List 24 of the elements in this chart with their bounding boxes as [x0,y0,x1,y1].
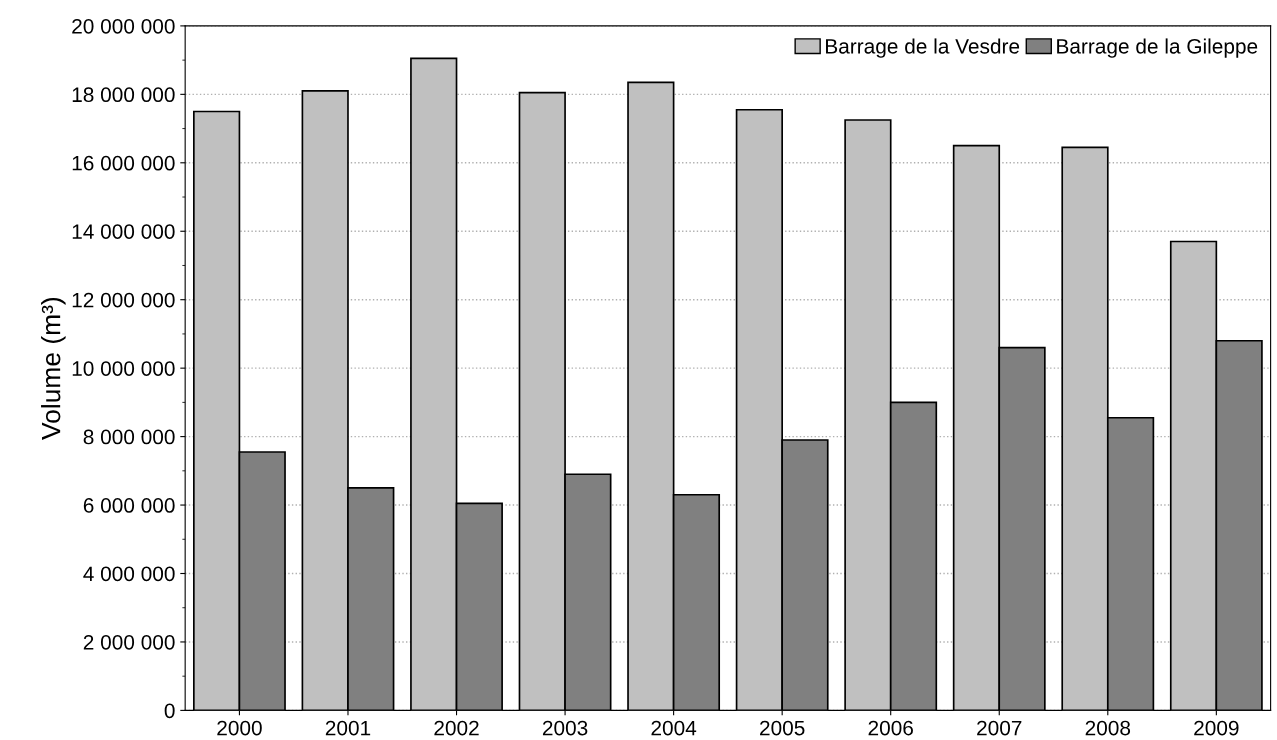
x-tick-label: 2008 [1085,720,1131,736]
x-tick-label: 2004 [651,720,697,736]
y-tick-label: 2 000 000 [83,634,175,650]
y-tick-label: 20 000 000 [72,18,175,34]
x-tick-label: 2007 [977,720,1022,736]
x-tick-label: 2000 [217,720,262,736]
x-tick-label: 2005 [760,720,805,736]
x-tick-label: 2002 [434,720,479,736]
y-tick-label: 14 000 000 [72,224,175,239]
y-tick-label: 0 [164,703,175,719]
y-tick-label: 16 000 000 [72,155,175,171]
y-tick-label: 10 000 000 [72,361,175,376]
x-tick-label: 2001 [325,720,371,736]
y-axis-title: Volume (m³) [41,297,66,440]
legend-label: Barrage de la Gileppe [1057,38,1258,58]
y-tick-label: 8 000 000 [83,429,175,445]
x-tick-label: 2003 [542,720,588,736]
y-tick-label: 6 000 000 [83,498,175,513]
x-tick-label: 2006 [868,720,913,736]
legend-label: Barrage de la Vesdre [826,38,1020,58]
y-tick-label: 4 000 000 [83,566,175,582]
y-tick-label: 12 000 000 [72,292,175,308]
x-tick-label: 2009 [1194,720,1239,736]
y-tick-label: 18 000 000 [72,87,175,103]
